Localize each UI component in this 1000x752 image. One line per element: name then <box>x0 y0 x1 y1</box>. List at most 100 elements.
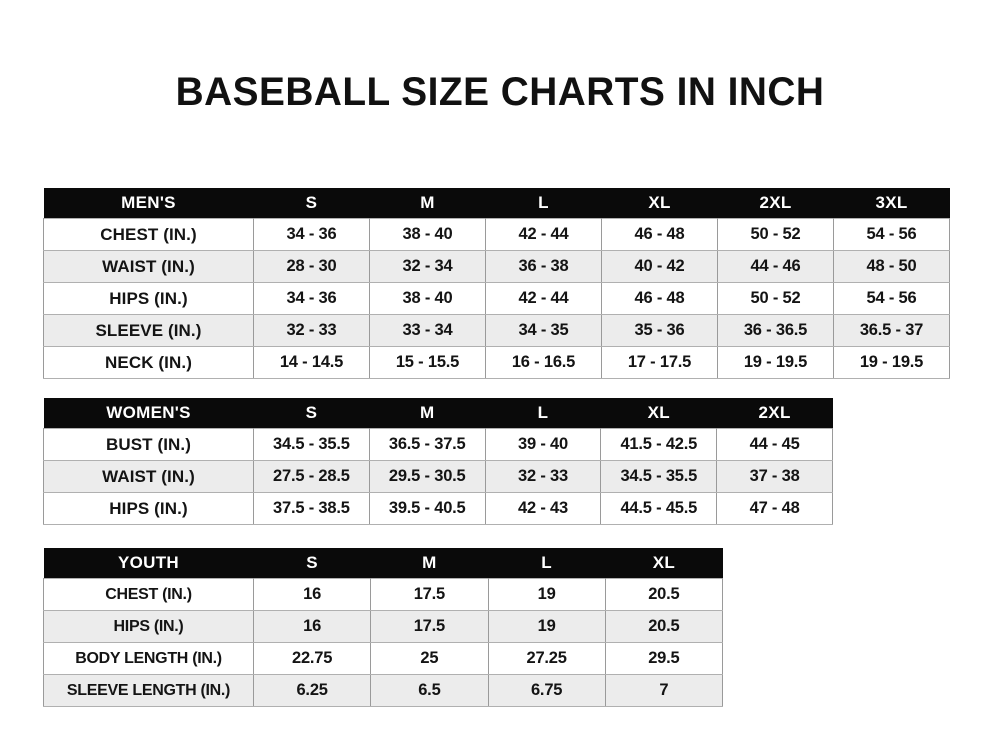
youth-size-header-l: L <box>488 548 606 579</box>
measurement-cell: 16 <box>252 578 372 611</box>
mens-table-body: CHEST (IN.) 34 - 36 38 - 40 42 - 44 46 - 48 5… <box>43 218 950 379</box>
mens-row-label: SLEEVE (IN.) <box>43 314 254 347</box>
youth-header-row: YOUTH S M L XL <box>43 548 723 579</box>
measurement-cell: 6.25 <box>252 674 372 707</box>
measurement-cell: 46 - 48 <box>601 218 718 251</box>
womens-size-header-s: S <box>253 398 370 429</box>
womens-size-table: WOMEN'S S M L XL 2XL BUST (IN.) 34.5 - 35.5 36.… <box>43 398 833 525</box>
measurement-cell: 44 - 46 <box>717 250 834 283</box>
measurement-cell: 48 - 50 <box>833 250 950 283</box>
mens-row-label: HIPS (IN.) <box>43 282 254 315</box>
measurement-cell: 32 - 33 <box>484 460 602 493</box>
youth-size-header-m: M <box>370 548 488 579</box>
womens-size-header-l: L <box>485 398 601 429</box>
youth-size-header-xl: XL <box>605 548 723 579</box>
measurement-cell: 15 - 15.5 <box>369 346 486 379</box>
measurement-cell: 54 - 56 <box>833 218 950 251</box>
table-row: HIPS (IN.) 16 17.5 19 20.5 <box>43 610 724 643</box>
youth-row-label: BODY LENGTH (IN.) <box>43 642 254 675</box>
mens-category-header: MEN'S <box>43 188 254 219</box>
measurement-cell: 50 - 52 <box>717 218 834 251</box>
table-row: CHEST (IN.) 34 - 36 38 - 40 42 - 44 46 - 48 5… <box>43 218 950 251</box>
measurement-cell: 17.5 <box>370 578 489 611</box>
measurement-cell: 25 <box>370 642 489 675</box>
mens-size-header-2xl: 2XL <box>717 188 834 219</box>
measurement-cell: 29.5 <box>604 642 724 675</box>
measurement-cell: 27.25 <box>487 642 606 675</box>
table-row: NECK (IN.) 14 - 14.5 15 - 15.5 16 - 16.5 17 … <box>43 346 950 379</box>
youth-row-label: CHEST (IN.) <box>43 578 254 611</box>
womens-table-head: WOMEN'S S M L XL 2XL <box>43 398 833 429</box>
youth-size-table: YOUTH S M L XL CHEST (IN.) 16 17.5 19 20.5 HIPS (… <box>43 548 724 707</box>
measurement-cell: 36 - 38 <box>485 250 602 283</box>
measurement-cell: 42 - 44 <box>485 282 602 315</box>
measurement-cell: 6.5 <box>370 674 489 707</box>
measurement-cell: 38 - 40 <box>369 218 486 251</box>
measurement-cell: 47 - 48 <box>716 492 833 525</box>
measurement-cell: 16 <box>252 610 372 643</box>
mens-size-header-s: S <box>253 188 370 219</box>
womens-table-body: BUST (IN.) 34.5 - 35.5 36.5 - 37.5 39 - 40 4… <box>43 428 833 525</box>
youth-table-body: CHEST (IN.) 16 17.5 19 20.5 HIPS (IN.) 16 17.5 1… <box>43 578 724 707</box>
measurement-cell: 17 - 17.5 <box>601 346 718 379</box>
table-row: BUST (IN.) 34.5 - 35.5 36.5 - 37.5 39 - 40 4… <box>43 428 833 461</box>
table-row: WAIST (IN.) 27.5 - 28.5 29.5 - 30.5 32 - 33… <box>43 460 833 493</box>
measurement-cell: 7 <box>604 674 724 707</box>
measurement-cell: 44 - 45 <box>716 428 833 461</box>
mens-size-header-m: M <box>369 188 486 219</box>
womens-row-label: WAIST (IN.) <box>43 460 254 493</box>
measurement-cell: 29.5 - 30.5 <box>368 460 486 493</box>
measurement-cell: 36 - 36.5 <box>717 314 834 347</box>
measurement-cell: 19 - 19.5 <box>833 346 950 379</box>
measurement-cell: 39 - 40 <box>484 428 602 461</box>
table-row: SLEEVE LENGTH (IN.) 6.25 6.5 6.75 7 <box>43 674 724 707</box>
measurement-cell: 41.5 - 42.5 <box>600 428 718 461</box>
measurement-cell: 19 - 19.5 <box>717 346 834 379</box>
mens-table-head: MEN'S S M L XL 2XL 3XL <box>43 188 950 219</box>
womens-category-header: WOMEN'S <box>43 398 254 429</box>
page-title: BASEBALL SIZE CHARTS IN INCH <box>175 70 825 114</box>
womens-size-header-m: M <box>369 398 486 429</box>
youth-table-head: YOUTH S M L XL <box>43 548 723 579</box>
measurement-cell: 54 - 56 <box>833 282 950 315</box>
table-row: CHEST (IN.) 16 17.5 19 20.5 <box>43 578 724 611</box>
womens-size-header-xl: XL <box>600 398 717 429</box>
mens-size-header-l: L <box>485 188 602 219</box>
measurement-cell: 38 - 40 <box>369 282 486 315</box>
mens-header-row: MEN'S S M L XL 2XL 3XL <box>43 188 950 219</box>
measurement-cell: 50 - 52 <box>717 282 834 315</box>
measurement-cell: 33 - 34 <box>369 314 486 347</box>
measurement-cell: 36.5 - 37 <box>833 314 950 347</box>
measurement-cell: 28 - 30 <box>253 250 370 283</box>
youth-category-header: YOUTH <box>43 548 254 579</box>
measurement-cell: 20.5 <box>604 578 724 611</box>
mens-row-label: CHEST (IN.) <box>43 218 254 251</box>
table-row: WAIST (IN.) 28 - 30 32 - 34 36 - 38 40 - 42 4… <box>43 250 950 283</box>
womens-size-header-2xl: 2XL <box>716 398 833 429</box>
table-row: HIPS (IN.) 37.5 - 38.5 39.5 - 40.5 42 - 43 4… <box>43 492 833 525</box>
womens-header-row: WOMEN'S S M L XL 2XL <box>43 398 833 429</box>
measurement-cell: 14 - 14.5 <box>253 346 370 379</box>
measurement-cell: 37 - 38 <box>716 460 833 493</box>
measurement-cell: 42 - 43 <box>484 492 602 525</box>
measurement-cell: 20.5 <box>604 610 724 643</box>
measurement-cell: 39.5 - 40.5 <box>368 492 486 525</box>
table-row: HIPS (IN.) 34 - 36 38 - 40 42 - 44 46 - 48 50… <box>43 282 950 315</box>
table-row: SLEEVE (IN.) 32 - 33 33 - 34 34 - 35 35 - 36… <box>43 314 950 347</box>
womens-row-label: HIPS (IN.) <box>43 492 254 525</box>
measurement-cell: 17.5 <box>370 610 489 643</box>
youth-size-header-s: S <box>253 548 371 579</box>
table-row: BODY LENGTH (IN.) 22.75 25 27.25 29.5 <box>43 642 724 675</box>
measurement-cell: 32 - 33 <box>253 314 370 347</box>
mens-size-header-xl: XL <box>601 188 718 219</box>
mens-size-table: MEN'S S M L XL 2XL 3XL CHEST (IN.) 34 - 36 38 - … <box>43 188 950 379</box>
measurement-cell: 46 - 48 <box>601 282 718 315</box>
measurement-cell: 35 - 36 <box>601 314 718 347</box>
mens-row-label: WAIST (IN.) <box>43 250 254 283</box>
mens-size-header-3xl: 3XL <box>833 188 950 219</box>
measurement-cell: 36.5 - 37.5 <box>368 428 486 461</box>
measurement-cell: 16 - 16.5 <box>485 346 602 379</box>
measurement-cell: 40 - 42 <box>601 250 718 283</box>
youth-row-label: SLEEVE LENGTH (IN.) <box>43 674 254 707</box>
